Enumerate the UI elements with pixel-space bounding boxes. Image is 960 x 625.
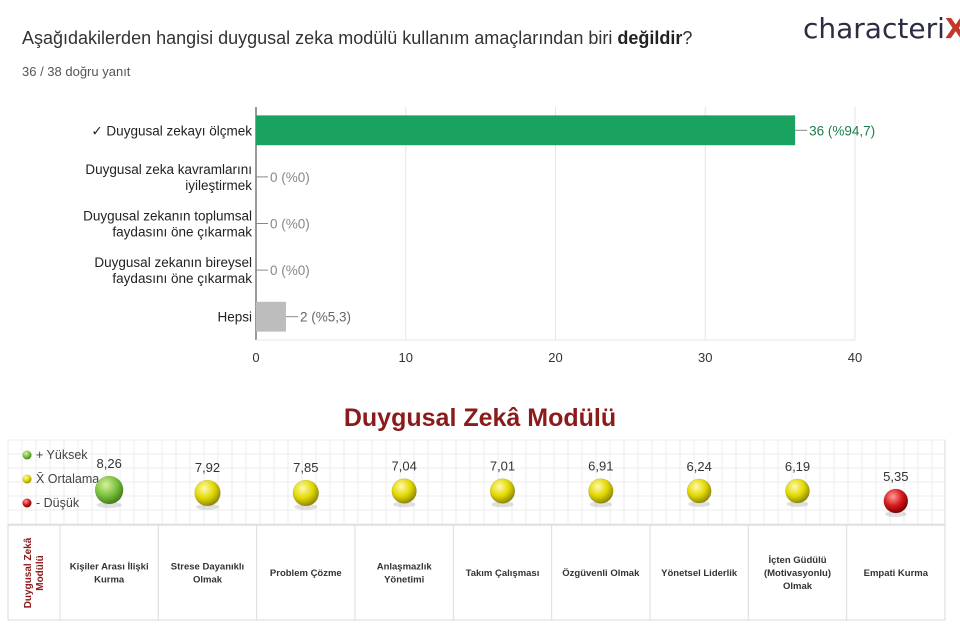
bar	[256, 115, 796, 146]
score-marker	[292, 479, 320, 507]
data-label: 2 (%5,3)	[300, 310, 351, 325]
score-value: 6,91	[588, 459, 613, 474]
category-label: Duygusal zeka kavramlarını	[85, 162, 252, 177]
question-emphasis: değildir	[617, 28, 683, 48]
score-marker	[94, 475, 124, 505]
logo-x-mark: X	[944, 12, 960, 45]
legend-marker	[22, 498, 32, 508]
row-label: Duygusal ZekâModülü	[23, 537, 46, 608]
x-tick-label: 20	[548, 350, 562, 365]
module-title: Duygusal Zekâ Modülü	[343, 404, 617, 432]
logo-text: characteri	[803, 12, 945, 45]
data-label: 0 (%0)	[270, 217, 310, 232]
module-category-label: Takım Çalışması	[466, 568, 540, 579]
module-category-label: Kişiler Arası İlişki Kurma	[70, 562, 149, 586]
category-label: faydasını öne çıkarmak	[112, 225, 252, 240]
marker-shadow	[688, 501, 711, 508]
module-category-label: Problem Çözme	[270, 568, 342, 579]
marker-shadow	[589, 501, 612, 508]
answer-bar-chart: 0 10 20 30 40 ✓ Duygusal zekayı ölçmek 36 (%94…	[83, 107, 875, 365]
score-marker	[194, 479, 221, 507]
score-marker	[588, 478, 614, 504]
score-value: 7,85	[293, 460, 318, 475]
legend-label: - Düşük	[36, 496, 80, 510]
x-tick-label: 0	[252, 350, 259, 365]
legend-marker	[22, 474, 32, 484]
category-label: faydasını öne çıkarmak	[112, 271, 252, 286]
score-marker	[883, 488, 909, 514]
marker-shadow	[491, 501, 514, 508]
module-category-label: İçten Güdülü (Motivasyonlu) Olmak	[764, 555, 831, 592]
category-label: iyileştirmek	[185, 178, 252, 193]
module-score-chart: + Yüksek X̄ Ortalama - Düşük Duygusal ZekâM…	[7, 439, 946, 621]
question-text: Aşağıdakilerden hangisi duygusal zeka mo…	[22, 28, 618, 48]
score-value: 7,04	[392, 459, 417, 474]
question-title: Aşağıdakilerden hangisi duygusal zeka mo…	[22, 28, 692, 49]
category-label: Hepsi	[217, 310, 252, 325]
answer-count: 36 / 38 doğru yanıt	[22, 64, 131, 79]
score-marker	[391, 478, 417, 504]
score-marker	[489, 478, 516, 504]
score-value: 8,26	[97, 456, 122, 471]
data-label: 0 (%0)	[270, 170, 310, 185]
score-marker	[785, 478, 810, 504]
module-category-label: Anlaşmazlık Yönetimi	[377, 562, 433, 586]
module-category-label: Özgüvenli Olmak	[562, 568, 640, 579]
score-value: 5,35	[883, 469, 908, 484]
marker-shadow	[786, 501, 809, 508]
x-tick-label: 10	[399, 350, 413, 365]
question-mark: ?	[682, 28, 693, 48]
score-value: 6,24	[687, 459, 712, 474]
marker-shadow	[195, 503, 220, 510]
data-label: 36 (%94,7)	[809, 123, 875, 138]
score-value: 7,92	[195, 460, 220, 475]
category-label: ✓ Duygusal zekayı ölçmek	[91, 123, 252, 138]
marker-shadow	[96, 502, 122, 508]
data-label: 0 (%0)	[270, 263, 310, 278]
marker-shadow	[294, 503, 318, 510]
marker-shadow	[884, 511, 907, 518]
module-category-label: Strese Dayanıklı Olmak	[171, 562, 244, 586]
category-label: Duygusal zekanın toplumsal	[83, 209, 252, 224]
module-category-label: Yönetsel Liderlik	[661, 568, 738, 579]
legend-label: X̄ Ortalama	[36, 472, 99, 486]
module-category-label: Empati Kurma	[864, 568, 929, 579]
brand-logo: characteriX	[803, 12, 960, 45]
score-value: 7,01	[490, 459, 515, 474]
score-marker	[686, 478, 712, 504]
x-tick-label: 30	[698, 350, 712, 365]
score-value: 6,19	[785, 459, 810, 474]
legend-label: + Yüksek	[36, 448, 88, 462]
marker-shadow	[393, 501, 416, 508]
category-label: Duygusal zekanın bireysel	[94, 255, 252, 270]
bar	[256, 301, 286, 332]
legend-marker	[22, 450, 32, 460]
x-tick-label: 40	[848, 350, 862, 365]
